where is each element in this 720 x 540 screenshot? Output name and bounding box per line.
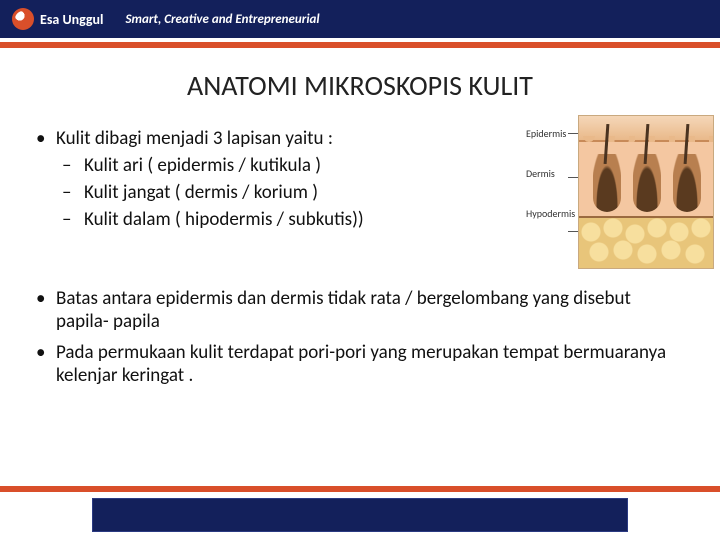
bullet-3: Pada permukaan kulit terdapat pori-pori … (34, 341, 686, 387)
dermis-layer (579, 142, 713, 218)
slide-header: Esa Unggul Smart, Creative and Entrepren… (0, 0, 720, 38)
footer-divider (0, 486, 720, 492)
hair-follicle (633, 154, 661, 212)
label-epidermis: Epidermis (526, 129, 575, 139)
bullet-2: Batas antara epidermis dan dermis tidak … (34, 287, 686, 333)
hair-follicle (673, 154, 701, 212)
skin-illustration (578, 115, 714, 269)
hypodermis-layer (579, 218, 713, 268)
university-logo: Esa Unggul (12, 8, 104, 30)
logo-text: Esa Unggul (40, 11, 104, 28)
hair-follicle (593, 154, 621, 212)
skin-layers-diagram: Epidermis Dermis Hypodermis (522, 113, 718, 273)
bullet-1-text: Kulit dibagi menjadi 3 lapisan yaitu : (56, 127, 333, 150)
logo-icon (12, 8, 34, 30)
slide-title: ANATOMI MIKROSKOPIS KULIT (0, 68, 720, 103)
slide-footer (0, 486, 720, 540)
header-divider (0, 42, 720, 48)
header-tagline: Smart, Creative and Entrepreneurial (126, 12, 320, 27)
label-hypodermis: Hypodermis (526, 209, 575, 219)
footer-block (92, 498, 628, 532)
